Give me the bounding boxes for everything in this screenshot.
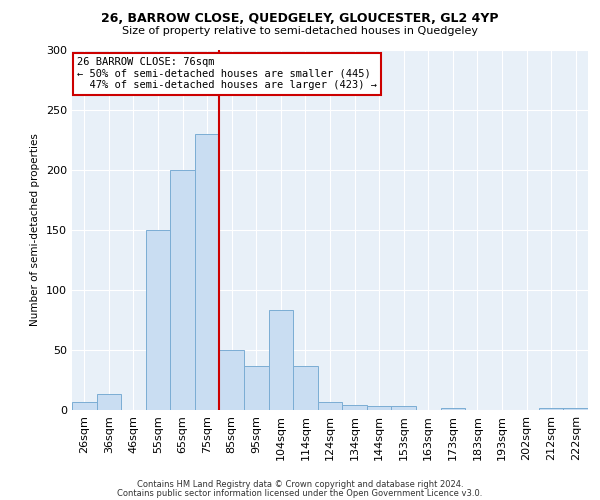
Text: Contains public sector information licensed under the Open Government Licence v3: Contains public sector information licen…	[118, 488, 482, 498]
Bar	[367, 406, 391, 410]
Bar	[293, 366, 318, 410]
Bar	[269, 310, 293, 410]
Bar	[220, 350, 244, 410]
Bar	[440, 408, 465, 410]
Bar	[97, 394, 121, 410]
Bar	[563, 408, 588, 410]
Text: 26, BARROW CLOSE, QUEDGELEY, GLOUCESTER, GL2 4YP: 26, BARROW CLOSE, QUEDGELEY, GLOUCESTER,…	[101, 12, 499, 26]
Bar	[72, 402, 97, 410]
Bar	[146, 230, 170, 410]
Bar	[244, 366, 269, 410]
Bar	[539, 408, 563, 410]
Y-axis label: Number of semi-detached properties: Number of semi-detached properties	[31, 134, 40, 326]
Bar	[318, 402, 342, 410]
Bar	[342, 405, 367, 410]
Text: 26 BARROW CLOSE: 76sqm
← 50% of semi-detached houses are smaller (445)
  47% of : 26 BARROW CLOSE: 76sqm ← 50% of semi-det…	[77, 57, 377, 90]
Text: Size of property relative to semi-detached houses in Quedgeley: Size of property relative to semi-detach…	[122, 26, 478, 36]
Text: Contains HM Land Registry data © Crown copyright and database right 2024.: Contains HM Land Registry data © Crown c…	[137, 480, 463, 489]
Bar	[170, 170, 195, 410]
Bar	[391, 406, 416, 410]
Bar	[195, 134, 220, 410]
